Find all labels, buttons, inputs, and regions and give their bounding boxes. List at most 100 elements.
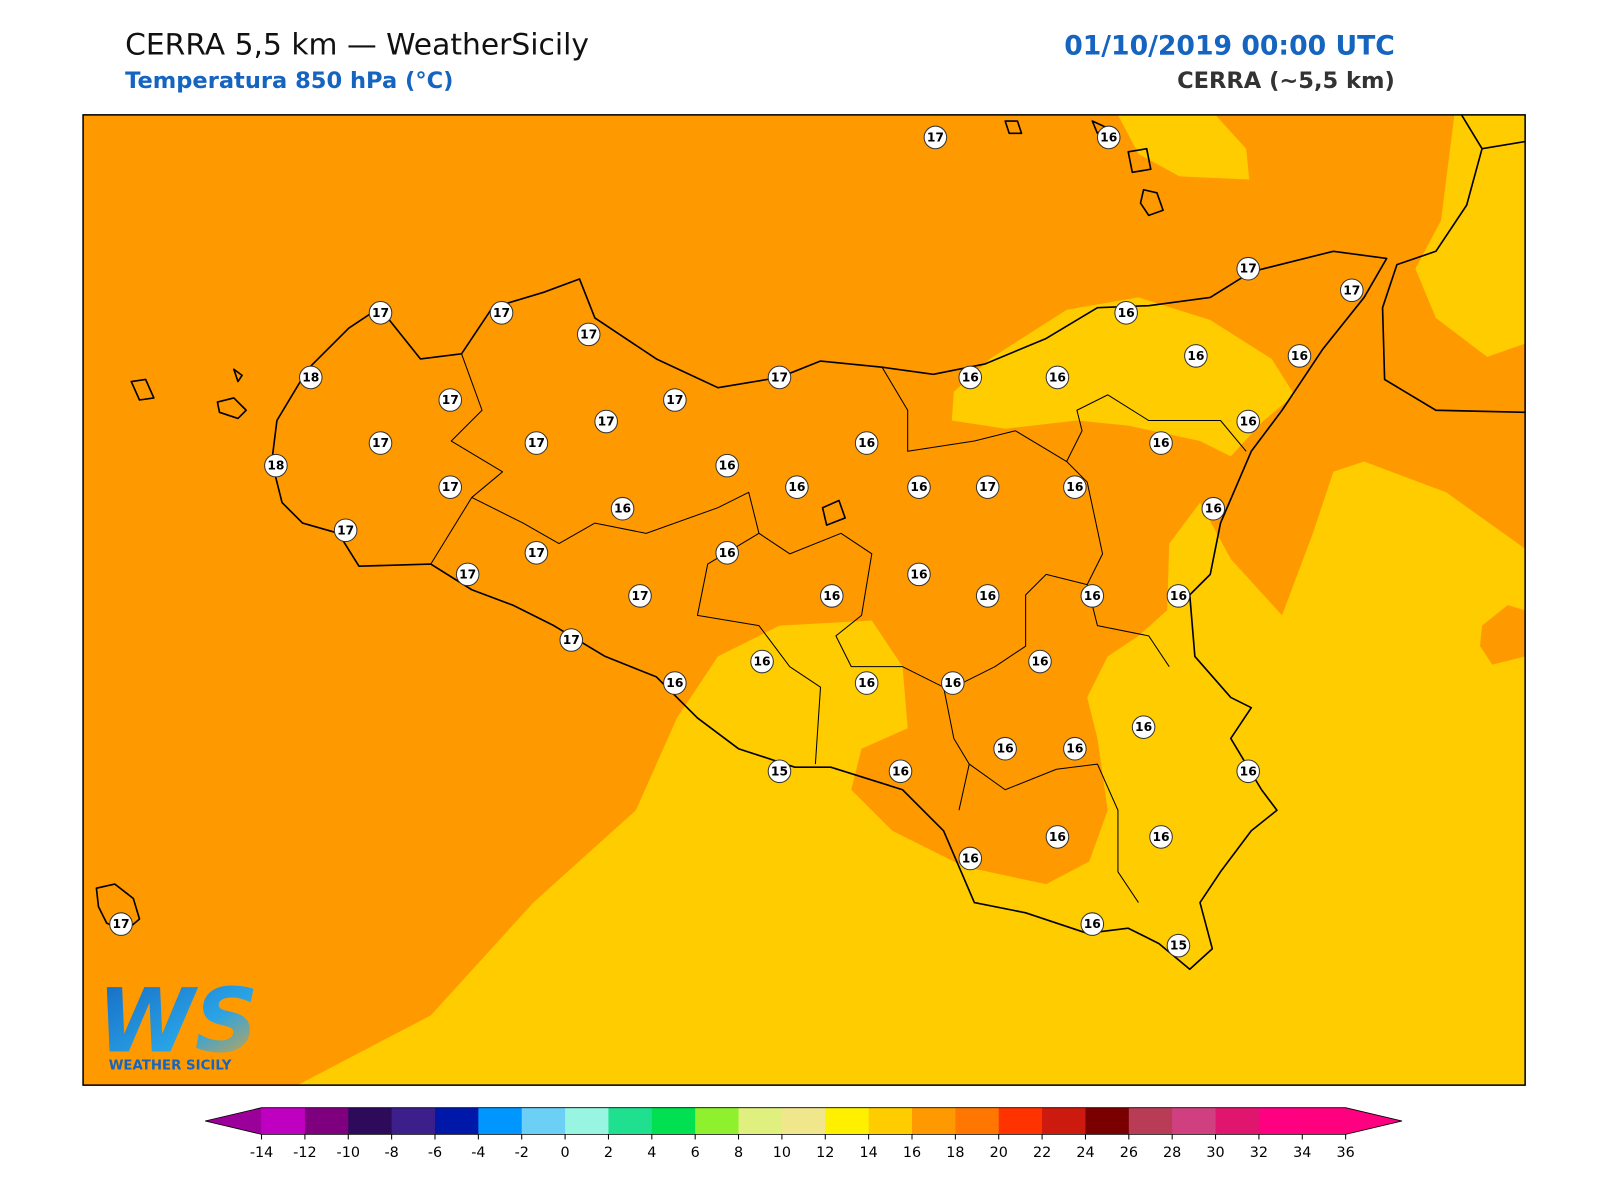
station-marker: [907, 475, 931, 499]
colorbar-tick-label: 26: [1120, 1145, 1138, 1161]
station-value: 18: [302, 370, 319, 384]
station: 17: [628, 584, 652, 608]
station-value: 16: [1187, 349, 1204, 363]
station-value: 16: [1031, 655, 1048, 669]
colorbar-tick-label: 28: [1163, 1145, 1181, 1161]
station-value: 17: [771, 370, 788, 384]
station-value: 16: [1066, 742, 1083, 756]
station-marker: [1045, 365, 1070, 390]
station-marker: [524, 431, 549, 455]
station-value: 16: [858, 676, 875, 690]
station-value: 18: [267, 459, 284, 473]
station-value: 17: [666, 393, 683, 407]
colorbar-segment: [695, 1107, 740, 1135]
station: 16: [610, 496, 635, 521]
station-value: 16: [962, 370, 979, 384]
station: 16: [941, 671, 965, 695]
station-value: 16: [1152, 436, 1169, 450]
station-value: 16: [858, 436, 875, 450]
station: 16: [750, 649, 774, 674]
title: CERRA 5,5 km — WeatherSicily: [125, 27, 589, 62]
station: 16: [1045, 365, 1070, 390]
station-value: 16: [979, 589, 996, 603]
station-value: 17: [442, 393, 459, 407]
station: 16: [1166, 584, 1191, 608]
colorbar-segment: [391, 1107, 436, 1135]
station: 16: [1236, 409, 1260, 434]
station-value: 16: [962, 851, 979, 865]
colorbar-tick-label: 34: [1293, 1145, 1311, 1161]
model-label: CERRA (~5,5 km): [1177, 68, 1395, 94]
station-value: 17: [631, 589, 648, 603]
station-marker: [438, 475, 463, 499]
station-value: 16: [719, 459, 736, 473]
station: 16: [1063, 475, 1087, 499]
colorbar-segment: [261, 1107, 306, 1135]
colorbar-segment: [1085, 1107, 1130, 1135]
station-marker: [1236, 759, 1260, 784]
station-marker: [785, 475, 809, 499]
colorbar-segment: [304, 1107, 349, 1135]
station: 16: [1080, 584, 1105, 608]
colorbar-tick-label: 18: [946, 1145, 964, 1161]
station: 16: [1149, 431, 1173, 455]
station-marker: [958, 846, 983, 871]
colorbar-tick-label: 4: [647, 1145, 656, 1161]
station: 17: [438, 475, 463, 499]
station-marker: [489, 301, 514, 325]
station-marker: [628, 584, 652, 608]
station-value: 17: [442, 480, 459, 494]
station-marker: [109, 912, 133, 936]
station-marker: [264, 453, 288, 478]
colorbar-tick-label: 16: [903, 1145, 921, 1161]
station-marker: [1080, 584, 1105, 608]
colorbar-segment: [1258, 1107, 1303, 1135]
station-value: 17: [528, 436, 545, 450]
station-value: 16: [910, 480, 927, 494]
calabria-coast: [1381, 114, 1526, 414]
colorbar-tick-label: 12: [816, 1145, 834, 1161]
station-marker: [715, 453, 739, 478]
field-orange-blob: [1480, 605, 1526, 665]
station-value: 17: [580, 327, 597, 341]
station: 16: [1149, 825, 1173, 849]
station-value: 15: [1170, 939, 1187, 953]
colorbar-tick-label: 10: [773, 1145, 791, 1161]
colorbar-tick-label: 2: [604, 1145, 613, 1161]
station: 16: [854, 431, 879, 455]
station-value: 16: [823, 589, 840, 603]
station-value: 17: [598, 415, 615, 429]
station: 17: [368, 301, 393, 325]
station-marker: [1201, 496, 1226, 521]
colorbar-segment: [955, 1107, 1000, 1135]
station-marker: [1063, 736, 1087, 761]
station: 18: [298, 365, 323, 390]
station: 17: [109, 912, 133, 936]
colorbar: -14 -12 -10 -8 -6 -4 -2 0 2 4 6 8 10 12 14 16 18 20 22 24 26…: [205, 1107, 1403, 1161]
station-value: 17: [459, 567, 476, 581]
station-value: 17: [493, 306, 510, 320]
station: 16: [993, 736, 1017, 761]
colorbar-segment: [912, 1107, 956, 1135]
station-marker: [767, 365, 792, 390]
station-marker: [1236, 256, 1260, 281]
station-marker: [1184, 344, 1208, 368]
colorbar-segment: [781, 1107, 826, 1135]
station: 17: [524, 541, 549, 565]
station-marker: [1028, 649, 1052, 674]
station-marker: [767, 759, 792, 784]
station-marker: [333, 518, 358, 543]
station-marker: [1166, 933, 1191, 958]
colorbar-tick-label: 22: [1033, 1145, 1051, 1161]
station: 17: [1339, 278, 1364, 303]
station-marker: [715, 541, 739, 565]
colorbar-tick-label: -14: [250, 1145, 273, 1161]
field-yellow: [951, 297, 1295, 457]
station: 16: [1201, 496, 1226, 521]
station-value: 16: [1291, 349, 1308, 363]
province-borders: [430, 353, 1247, 903]
station: 17: [524, 431, 549, 455]
datetime: 01/10/2019 00:00 UTC: [1064, 30, 1395, 61]
station: 16: [1131, 715, 1156, 739]
